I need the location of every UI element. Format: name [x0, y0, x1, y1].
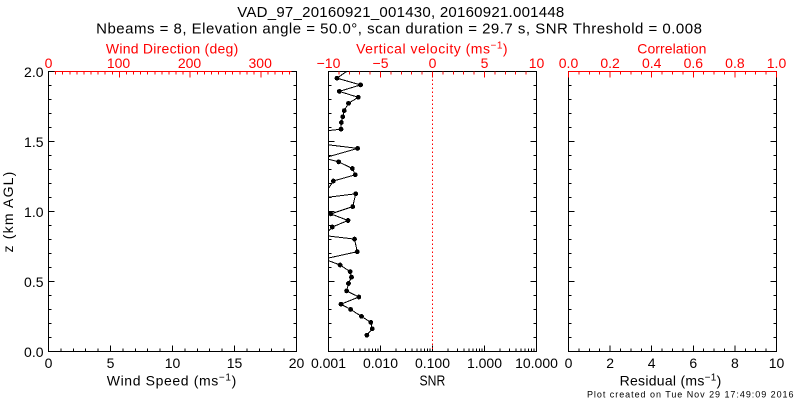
svg-text:0.001: 0.001	[311, 355, 346, 371]
svg-text:VAD_97_20160921_001430, 201609: VAD_97_20160921_001430, 20160921.001448	[237, 4, 564, 21]
svg-text:20: 20	[289, 355, 305, 371]
svg-text:Vertical velocity (ms−1): Vertical velocity (ms−1)	[356, 41, 508, 57]
svg-text:1.5: 1.5	[24, 134, 44, 150]
svg-text:1.0: 1.0	[767, 55, 787, 71]
svg-text:15: 15	[227, 355, 243, 371]
svg-text:0: 0	[45, 55, 53, 71]
svg-text:0: 0	[45, 355, 53, 371]
svg-text:0.2: 0.2	[600, 55, 620, 71]
svg-text:10: 10	[529, 55, 545, 71]
svg-text:10.000: 10.000	[515, 355, 558, 371]
svg-text:4: 4	[648, 355, 656, 371]
svg-text:2: 2	[606, 355, 614, 371]
svg-text:8: 8	[731, 355, 739, 371]
svg-text:Residual (ms−1): Residual (ms−1)	[620, 373, 722, 389]
svg-text:10: 10	[165, 355, 181, 371]
svg-text:0: 0	[429, 55, 437, 71]
svg-text:Nbeams = 8, Elevation angle =: Nbeams = 8, Elevation angle = 50.0°, sca…	[96, 21, 702, 38]
svg-text:SNR: SNR	[420, 373, 446, 389]
svg-text:5: 5	[481, 55, 489, 71]
svg-text:z (km AGL): z (km AGL)	[0, 170, 16, 252]
svg-text:−5: −5	[373, 55, 389, 71]
svg-text:1.000: 1.000	[467, 355, 502, 371]
svg-text:0.010: 0.010	[363, 355, 398, 371]
svg-text:Wind Speed (ms−1): Wind Speed (ms−1)	[107, 373, 237, 389]
svg-text:300: 300	[249, 55, 273, 71]
svg-text:0.6: 0.6	[684, 55, 704, 71]
svg-text:10: 10	[769, 355, 785, 371]
svg-text:0.8: 0.8	[725, 55, 745, 71]
svg-text:1.0: 1.0	[24, 204, 44, 220]
svg-text:0.0: 0.0	[559, 55, 579, 71]
svg-text:2.0: 2.0	[24, 64, 44, 80]
svg-text:6: 6	[689, 355, 697, 371]
svg-text:Plot created on Tue Nov 29 17:: Plot created on Tue Nov 29 17:49:09 2016	[587, 390, 795, 400]
svg-text:Correlation: Correlation	[637, 41, 706, 57]
svg-text:0.0: 0.0	[24, 344, 44, 360]
svg-text:0.4: 0.4	[642, 55, 662, 71]
svg-text:200: 200	[178, 55, 202, 71]
svg-text:5: 5	[107, 355, 115, 371]
svg-text:0: 0	[565, 355, 573, 371]
svg-text:Wind Direction (deg): Wind Direction (deg)	[106, 41, 239, 57]
svg-text:−10: −10	[317, 55, 341, 71]
svg-text:0.100: 0.100	[415, 355, 450, 371]
svg-text:0.5: 0.5	[24, 274, 44, 290]
svg-text:100: 100	[107, 55, 131, 71]
